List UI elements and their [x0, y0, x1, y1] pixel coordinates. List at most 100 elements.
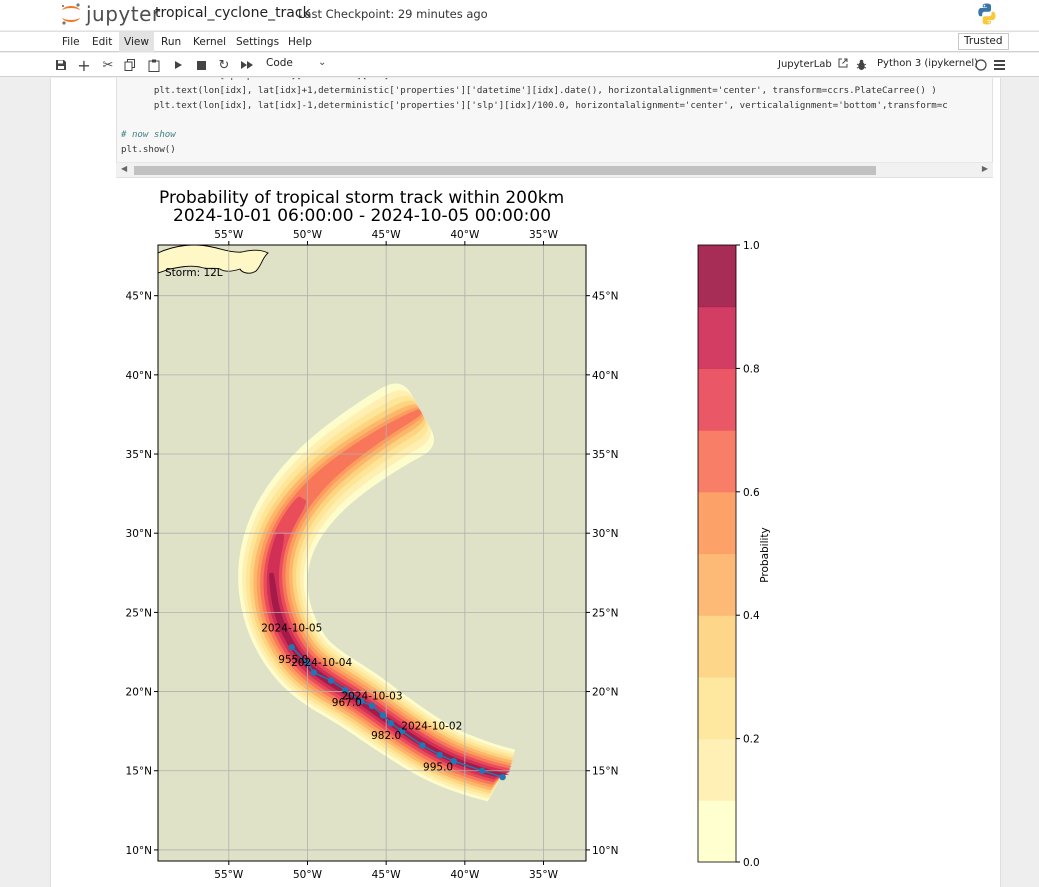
colorbar-tick-label: 0.8 — [743, 363, 760, 375]
kernel-status-icon — [973, 57, 989, 73]
colorbar-frame — [697, 244, 737, 863]
left-tick-label: 20°N — [126, 687, 152, 699]
colorbar-label: Probability — [759, 527, 771, 583]
right-tick-label: 30°N — [592, 528, 618, 540]
left-tick-label: 35°N — [126, 449, 152, 461]
stop-icon[interactable] — [193, 57, 209, 73]
scroll-right-icon[interactable]: ▶ — [981, 164, 988, 173]
slp-label: 995.0 — [423, 762, 453, 774]
probability-contour-level — [260, 409, 512, 785]
track-point — [450, 758, 458, 765]
right-tick-label: 35°N — [592, 449, 618, 461]
menu-help[interactable]: Help — [288, 36, 312, 48]
save-icon[interactable] — [53, 57, 69, 73]
storm-track — [288, 644, 506, 781]
menu-bar: File Edit View Run Kernel Settings Help … — [0, 31, 1039, 52]
map-frame — [157, 244, 587, 862]
menu-edit[interactable]: Edit — [92, 36, 113, 48]
copy-icon[interactable] — [122, 57, 138, 73]
bottom-tick-label: 45°W — [372, 869, 402, 881]
track-point — [499, 773, 506, 781]
colorbar — [697, 244, 737, 863]
colorbar-ticks: 1.0 0.8 0.6 0.4 0.2 0.0 — [736, 240, 760, 869]
slp-label: 982.0 — [371, 730, 401, 742]
storm-label: Storm: 12L — [165, 267, 223, 279]
menu-file[interactable]: File — [62, 36, 80, 48]
track-point — [478, 767, 486, 774]
fast-forward-icon[interactable] — [239, 57, 255, 73]
left-tick-label: 45°N — [126, 291, 152, 303]
debugger-bug-icon[interactable] — [853, 57, 869, 73]
menu-run[interactable]: Run — [161, 36, 182, 48]
top-tick-label: 45°W — [372, 229, 402, 241]
right-tick-label: 40°N — [592, 370, 618, 382]
track-point — [368, 702, 376, 710]
notebook-name[interactable]: tropical_cyclone_track — [155, 5, 311, 21]
menu-settings[interactable]: Settings — [236, 36, 280, 48]
top-tick-label: 35°W — [529, 229, 559, 241]
colorbar-tick-label: 1.0 — [743, 240, 760, 252]
horizontal-scrollbar[interactable]: ◀ ▶ — [116, 162, 993, 177]
colorbar-segment — [698, 553, 736, 616]
right-tick-label: 20°N — [592, 687, 618, 699]
colorbar-segment — [698, 368, 736, 431]
date-label: 2024-10-03 — [341, 690, 402, 702]
colorbar-segment — [698, 306, 736, 369]
figure-title-line1: Probability of tropical storm track with… — [159, 188, 565, 208]
bottom-tick-label: 40°W — [450, 869, 480, 881]
run-icon[interactable] — [170, 57, 186, 73]
colorbar-segment — [698, 245, 736, 308]
cell-type-select[interactable]: Code — [266, 57, 293, 69]
cut-icon[interactable]: ✂ — [102, 57, 114, 73]
code-line-1: if deterministic['properties']['datetime… — [121, 78, 450, 82]
scrollbar-thumb[interactable] — [134, 166, 876, 175]
python-logo-icon — [975, 2, 999, 30]
trusted-indicator[interactable]: Trusted — [958, 33, 1009, 50]
code-cell[interactable]: if deterministic['properties']['datetime… — [116, 78, 993, 178]
colorbar-segment — [698, 615, 736, 678]
colorbar-segment — [698, 430, 736, 493]
map-gridlines — [158, 245, 586, 861]
track-point — [288, 644, 295, 651]
jupyter-logo-text: jupyter — [86, 2, 161, 26]
track-point — [387, 720, 395, 727]
menu-kernel[interactable]: Kernel — [193, 36, 226, 48]
colorbar-tick-label: 0.2 — [743, 734, 760, 746]
colorbar-tick-label: 0.4 — [743, 610, 760, 622]
restart-icon[interactable]: ↻ — [218, 57, 230, 73]
colorbar-segment — [698, 738, 736, 801]
jupyter-logo[interactable]: jupyter — [60, 2, 161, 26]
right-tick-label: 25°N — [592, 607, 618, 619]
colorbar-tick-label: 0.6 — [743, 487, 760, 499]
track-point — [436, 751, 443, 759]
kernel-name[interactable]: Python 3 (ipykernel) — [877, 58, 979, 69]
chevron-down-icon[interactable]: ⌄ — [318, 57, 327, 68]
track-point — [327, 677, 335, 684]
jupyter-logo-icon — [62, 3, 80, 25]
bottom-tick-label: 55°W — [214, 869, 244, 881]
top-tick-label: 55°W — [214, 229, 244, 241]
paste-icon[interactable] — [146, 57, 162, 73]
land-greenland — [158, 245, 269, 274]
add-cell-icon[interactable]: + — [77, 55, 91, 75]
external-link-icon — [838, 58, 848, 68]
code-line-show: plt.show() — [121, 145, 176, 155]
colorbar-segment — [698, 491, 736, 554]
open-jupyterlab-link[interactable]: JupyterLab — [778, 58, 848, 70]
notebook-toolbar: + ✂ ↻ Code ⌄ JupyterLab Python 3 (ipyker… — [0, 53, 1039, 77]
top-tick-label: 40°W — [450, 229, 480, 241]
right-tick-label: 10°N — [592, 845, 618, 857]
left-tick-label: 30°N — [126, 528, 152, 540]
menu-view[interactable]: View — [119, 32, 154, 52]
date-label: 2024-10-02 — [401, 721, 462, 733]
code-line-2: plt.text(lon[idx], lat[idx]+1,determinis… — [121, 86, 937, 96]
top-tick-label: 50°W — [293, 229, 323, 241]
track-point — [379, 712, 387, 719]
figure-title-line2: 2024-10-01 06:00:00 - 2024-10-05 00:00:0… — [173, 206, 552, 226]
date-label: 2024-10-05 — [261, 622, 322, 634]
probability-contour-level — [256, 407, 513, 788]
code-line-3: plt.text(lon[idx], lat[idx]-1,determinis… — [121, 101, 948, 111]
menu-hamburger-icon[interactable] — [991, 57, 1007, 73]
slp-label: 955.0 — [278, 654, 308, 666]
scroll-left-icon[interactable]: ◀ — [121, 164, 128, 173]
